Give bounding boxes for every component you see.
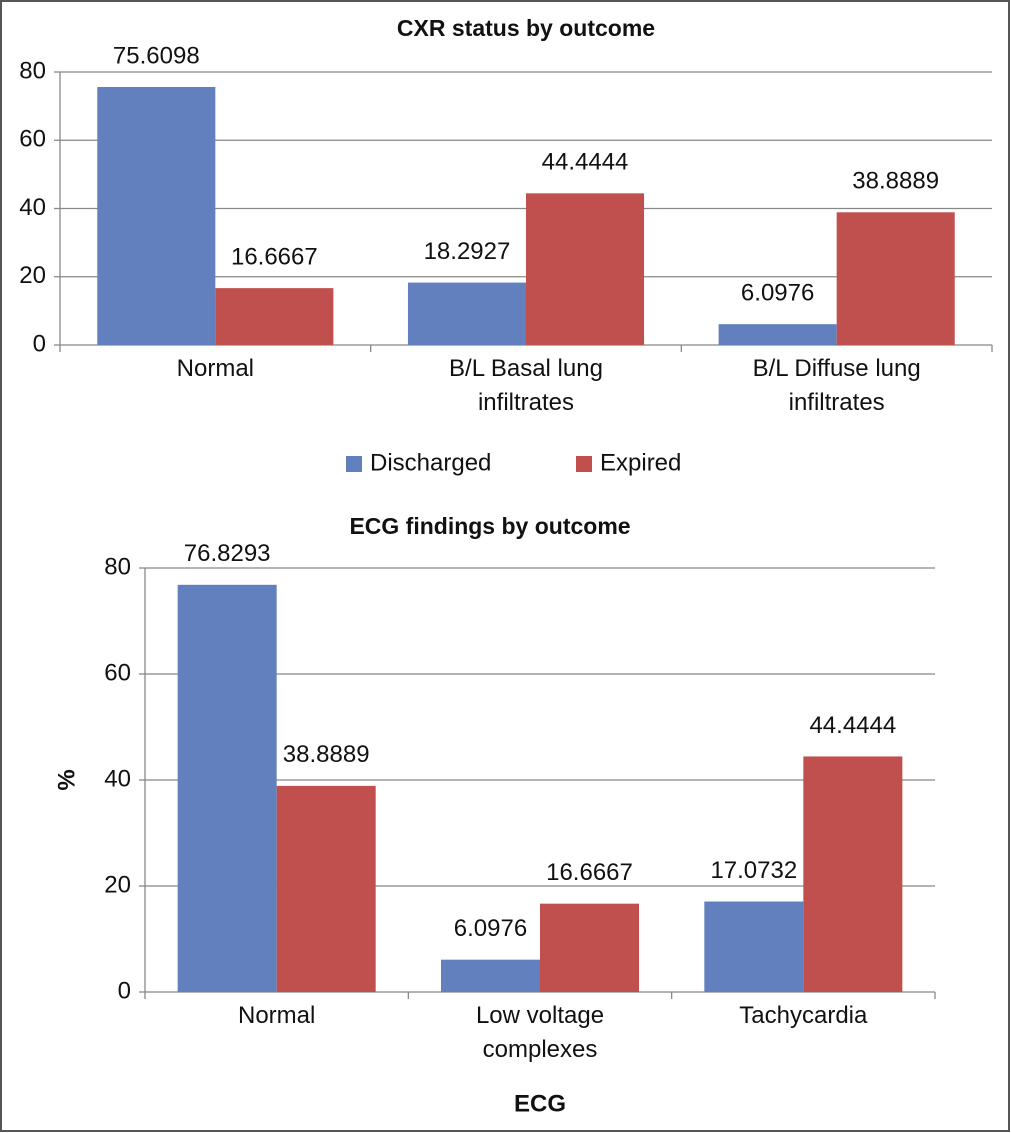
bar (718, 324, 837, 345)
chart-title: ECG findings by outcome (349, 513, 630, 539)
data-label: 6.0976 (454, 915, 527, 942)
legend-swatch (576, 456, 592, 472)
bar (836, 212, 955, 345)
x-tick-label: Normal (237, 1002, 316, 1029)
data-label: 38.8889 (852, 168, 939, 195)
x-axis-title: ECG (514, 1090, 566, 1117)
data-label: 38.8889 (283, 741, 370, 768)
bar (215, 288, 334, 345)
data-label: 44.4444 (809, 712, 896, 739)
y-tick-label: 40 (104, 765, 131, 792)
y-tick-label: 20 (19, 262, 46, 289)
bar (407, 282, 526, 345)
y-axis-title: % (53, 769, 80, 790)
x-tick-label: B/L Basal lung infiltrates (449, 355, 603, 416)
y-tick-label: 80 (104, 553, 131, 580)
data-label: 76.8293 (184, 540, 271, 567)
data-label: 16.6667 (231, 243, 318, 270)
bar (440, 959, 540, 992)
bar (97, 86, 216, 345)
x-tick-label: Low voltage complexes (475, 1002, 605, 1063)
x-tick-label: B/L Diffuse lung infiltrates (752, 355, 921, 416)
legend-swatch (346, 456, 362, 472)
bar (803, 756, 903, 992)
data-label: 6.0976 (741, 280, 814, 307)
x-tick-label: Tachycardia (739, 1002, 868, 1029)
bar (276, 785, 376, 992)
y-tick-label: 60 (104, 659, 131, 686)
legend-label: Discharged (370, 449, 491, 476)
y-tick-label: 80 (19, 57, 46, 84)
data-label: 17.0732 (710, 857, 797, 884)
y-tick-label: 60 (19, 126, 46, 153)
y-tick-label: 40 (19, 194, 46, 221)
y-tick-label: 0 (118, 977, 131, 1004)
data-label: 44.4444 (542, 149, 629, 176)
data-label: 16.6667 (546, 859, 633, 886)
bar (540, 903, 640, 992)
y-tick-label: 0 (33, 330, 46, 357)
bar (526, 193, 645, 345)
legend-label: Expired (600, 449, 681, 476)
y-tick-label: 20 (104, 871, 131, 898)
data-label: 18.2927 (424, 238, 511, 265)
data-label: 75.6098 (113, 42, 200, 69)
bar (704, 901, 804, 992)
chart-title: CXR status by outcome (397, 15, 655, 41)
bar (177, 584, 277, 992)
x-tick-label: Normal (176, 355, 254, 382)
